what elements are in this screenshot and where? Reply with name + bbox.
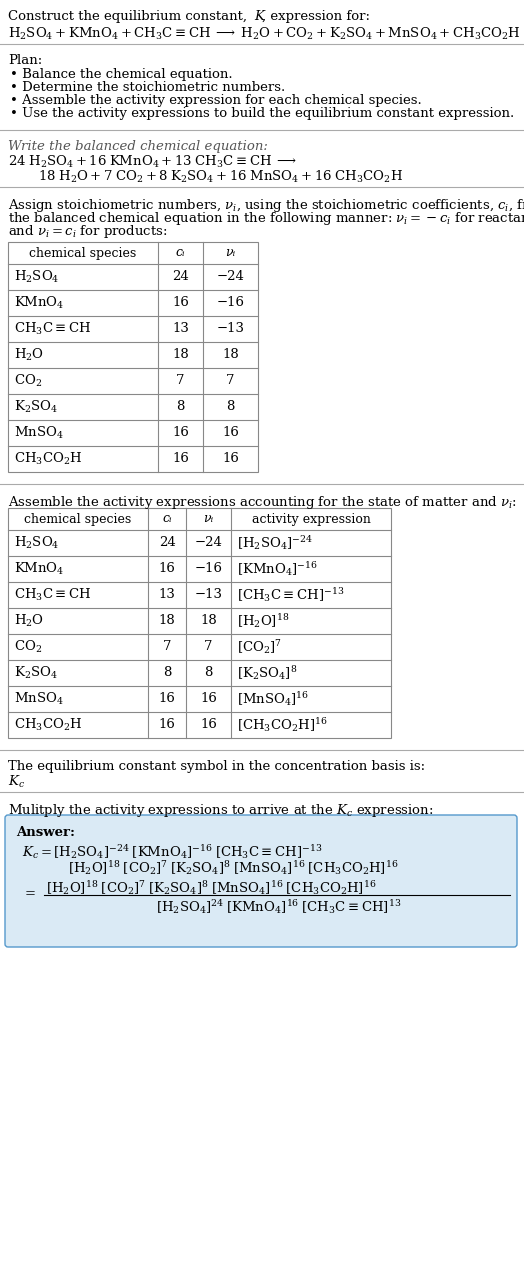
Text: 16: 16 (159, 562, 176, 576)
Text: −16: −16 (216, 296, 245, 309)
Text: 16: 16 (200, 692, 217, 705)
Text: 13: 13 (172, 323, 189, 336)
Text: $\mathrm{18\;H_2O + 7\;CO_2 + 8\;K_2SO_4 + 16\;MnSO_4 + 16\;CH_3CO_2H}$: $\mathrm{18\;H_2O + 7\;CO_2 + 8\;K_2SO_4… (38, 169, 403, 185)
Text: Write the balanced chemical equation:: Write the balanced chemical equation: (8, 140, 268, 153)
Text: $K_c = [\mathrm{H_2SO_4}]^{-24}\;[\mathrm{KMnO_4}]^{-16}\;[\mathrm{CH_3C{\equiv}: $K_c = [\mathrm{H_2SO_4}]^{-24}\;[\mathr… (22, 843, 322, 861)
Text: $[\mathrm{MnSO_4}]^{16}$: $[\mathrm{MnSO_4}]^{16}$ (237, 690, 309, 707)
Text: The equilibrium constant symbol in the concentration basis is:: The equilibrium constant symbol in the c… (8, 760, 425, 773)
Text: 16: 16 (172, 296, 189, 309)
Text: $\mathrm{CH_3CO_2H}$: $\mathrm{CH_3CO_2H}$ (14, 451, 82, 467)
Text: activity expression: activity expression (252, 512, 370, 526)
Text: 7: 7 (163, 641, 171, 654)
Text: $\mathrm{K_2SO_4}$: $\mathrm{K_2SO_4}$ (14, 665, 58, 681)
Text: 16: 16 (222, 427, 239, 439)
Text: $[\mathrm{CH_3CO_2H}]^{16}$: $[\mathrm{CH_3CO_2H}]^{16}$ (237, 716, 328, 734)
Text: $\mathrm{CH_3C{\equiv}CH}$: $\mathrm{CH_3C{\equiv}CH}$ (14, 321, 91, 337)
Text: 16: 16 (159, 692, 176, 705)
Text: $\mathrm{H_2O}$: $\mathrm{H_2O}$ (14, 347, 44, 363)
Text: 16: 16 (222, 452, 239, 466)
Text: Plan:: Plan: (8, 54, 42, 66)
Text: chemical species: chemical species (29, 246, 137, 259)
Text: −24: −24 (194, 536, 222, 549)
Text: $\mathrm{H_2SO_4 + KMnO_4 + CH_3C{\equiv}CH}$$\;\longrightarrow\;$$\mathrm{H_2O : $\mathrm{H_2SO_4 + KMnO_4 + CH_3C{\equiv… (8, 26, 521, 42)
Text: −16: −16 (194, 562, 223, 576)
Text: , expression for:: , expression for: (262, 10, 370, 23)
Text: 16: 16 (200, 719, 217, 732)
Text: $\mathrm{24\;H_2SO_4 + 16\;KMnO_4 + 13\;CH_3C{\equiv}CH}$$\;\longrightarrow$: $\mathrm{24\;H_2SO_4 + 16\;KMnO_4 + 13\;… (8, 155, 297, 170)
Text: 24: 24 (159, 536, 176, 549)
Text: 18: 18 (200, 614, 217, 627)
Text: $[\mathrm{H_2O}]^{18}\;[\mathrm{CO_2}]^{7}\;[\mathrm{K_2SO_4}]^{8}\;[\mathrm{MnS: $[\mathrm{H_2O}]^{18}\;[\mathrm{CO_2}]^{… (68, 859, 398, 877)
Text: • Determine the stoichiometric numbers.: • Determine the stoichiometric numbers. (10, 80, 285, 94)
Text: $\mathrm{H_2O}$: $\mathrm{H_2O}$ (14, 613, 44, 630)
Bar (8, 243, 258, 472)
Text: 7: 7 (204, 641, 213, 654)
Text: $[\mathrm{H_2O}]^{18}\;[\mathrm{CO_2}]^{7}\;[\mathrm{K_2SO_4}]^{8}\;[\mathrm{MnS: $[\mathrm{H_2O}]^{18}\;[\mathrm{CO_2}]^{… (46, 879, 376, 896)
Text: $[\mathrm{H_2O}]^{18}$: $[\mathrm{H_2O}]^{18}$ (237, 612, 289, 630)
Text: $\mathrm{CO_2}$: $\mathrm{CO_2}$ (14, 638, 42, 655)
Text: 24: 24 (172, 271, 189, 283)
Text: $[\mathrm{K_2SO_4}]^{8}$: $[\mathrm{K_2SO_4}]^{8}$ (237, 664, 297, 682)
Text: 8: 8 (204, 667, 213, 679)
Text: νᵢ: νᵢ (203, 512, 214, 526)
FancyBboxPatch shape (5, 815, 517, 948)
Text: 8: 8 (163, 667, 171, 679)
Text: Assemble the activity expressions accounting for the state of matter and $\nu_i$: Assemble the activity expressions accoun… (8, 494, 517, 511)
Text: $\mathrm{CH_3C{\equiv}CH}$: $\mathrm{CH_3C{\equiv}CH}$ (14, 587, 91, 603)
Text: Construct the equilibrium constant,: Construct the equilibrium constant, (8, 10, 251, 23)
Text: $K_c$: $K_c$ (8, 774, 25, 790)
Text: −13: −13 (216, 323, 245, 336)
Text: $\mathrm{CH_3CO_2H}$: $\mathrm{CH_3CO_2H}$ (14, 716, 82, 733)
Text: $\mathrm{K_2SO_4}$: $\mathrm{K_2SO_4}$ (14, 398, 58, 415)
Text: $[\mathrm{KMnO_4}]^{-16}$: $[\mathrm{KMnO_4}]^{-16}$ (237, 561, 318, 578)
Bar (8, 508, 391, 738)
Text: 8: 8 (176, 401, 184, 414)
Text: and $\nu_i = c_i$ for products:: and $\nu_i = c_i$ for products: (8, 223, 168, 240)
Text: 18: 18 (159, 614, 176, 627)
Text: 18: 18 (222, 349, 239, 361)
Text: $[\mathrm{CH_3C{\equiv}CH}]^{-13}$: $[\mathrm{CH_3C{\equiv}CH}]^{-13}$ (237, 586, 344, 604)
Text: 7: 7 (226, 374, 235, 387)
Text: • Use the activity expressions to build the equilibrium constant expression.: • Use the activity expressions to build … (10, 107, 514, 120)
Text: • Balance the chemical equation.: • Balance the chemical equation. (10, 68, 233, 80)
Text: −24: −24 (216, 271, 244, 283)
Text: Answer:: Answer: (16, 826, 75, 839)
Text: $\mathrm{H_2SO_4}$: $\mathrm{H_2SO_4}$ (14, 269, 60, 285)
Text: $[\mathrm{H_2SO_4}]^{24}\;[\mathrm{KMnO_4}]^{16}\;[\mathrm{CH_3C{\equiv}CH}]^{13: $[\mathrm{H_2SO_4}]^{24}\;[\mathrm{KMnO_… (156, 898, 401, 916)
Text: Assign stoichiometric numbers, $\nu_i$, using the stoichiometric coefficients, $: Assign stoichiometric numbers, $\nu_i$, … (8, 197, 524, 215)
Text: cᵢ: cᵢ (162, 512, 172, 526)
Text: Mulitply the activity expressions to arrive at the $K_c$ expression:: Mulitply the activity expressions to arr… (8, 802, 433, 819)
Text: chemical species: chemical species (25, 512, 132, 526)
Text: the balanced chemical equation in the following manner: $\nu_i = -c_i$ for react: the balanced chemical equation in the fo… (8, 209, 524, 227)
Text: 16: 16 (172, 427, 189, 439)
Text: $\mathrm{MnSO_4}$: $\mathrm{MnSO_4}$ (14, 691, 64, 707)
Text: −13: −13 (194, 589, 223, 601)
Text: 18: 18 (172, 349, 189, 361)
Text: 16: 16 (159, 719, 176, 732)
Text: cᵢ: cᵢ (176, 246, 185, 259)
Text: K: K (254, 10, 264, 23)
Text: 8: 8 (226, 401, 235, 414)
Text: $\mathrm{KMnO_4}$: $\mathrm{KMnO_4}$ (14, 561, 64, 577)
Text: 16: 16 (172, 452, 189, 466)
Text: $=$: $=$ (22, 885, 36, 898)
Text: $\mathrm{MnSO_4}$: $\mathrm{MnSO_4}$ (14, 425, 64, 441)
Text: $\mathrm{CO_2}$: $\mathrm{CO_2}$ (14, 373, 42, 389)
Text: 13: 13 (159, 589, 176, 601)
Text: 7: 7 (176, 374, 185, 387)
Text: $[\mathrm{CO_2}]^{7}$: $[\mathrm{CO_2}]^{7}$ (237, 638, 282, 656)
Text: νᵢ: νᵢ (225, 246, 236, 259)
Text: $\mathrm{H_2SO_4}$: $\mathrm{H_2SO_4}$ (14, 535, 60, 552)
Text: • Assemble the activity expression for each chemical species.: • Assemble the activity expression for e… (10, 94, 422, 107)
Text: $[\mathrm{H_2SO_4}]^{-24}$: $[\mathrm{H_2SO_4}]^{-24}$ (237, 534, 313, 552)
Text: $\mathrm{KMnO_4}$: $\mathrm{KMnO_4}$ (14, 295, 64, 312)
